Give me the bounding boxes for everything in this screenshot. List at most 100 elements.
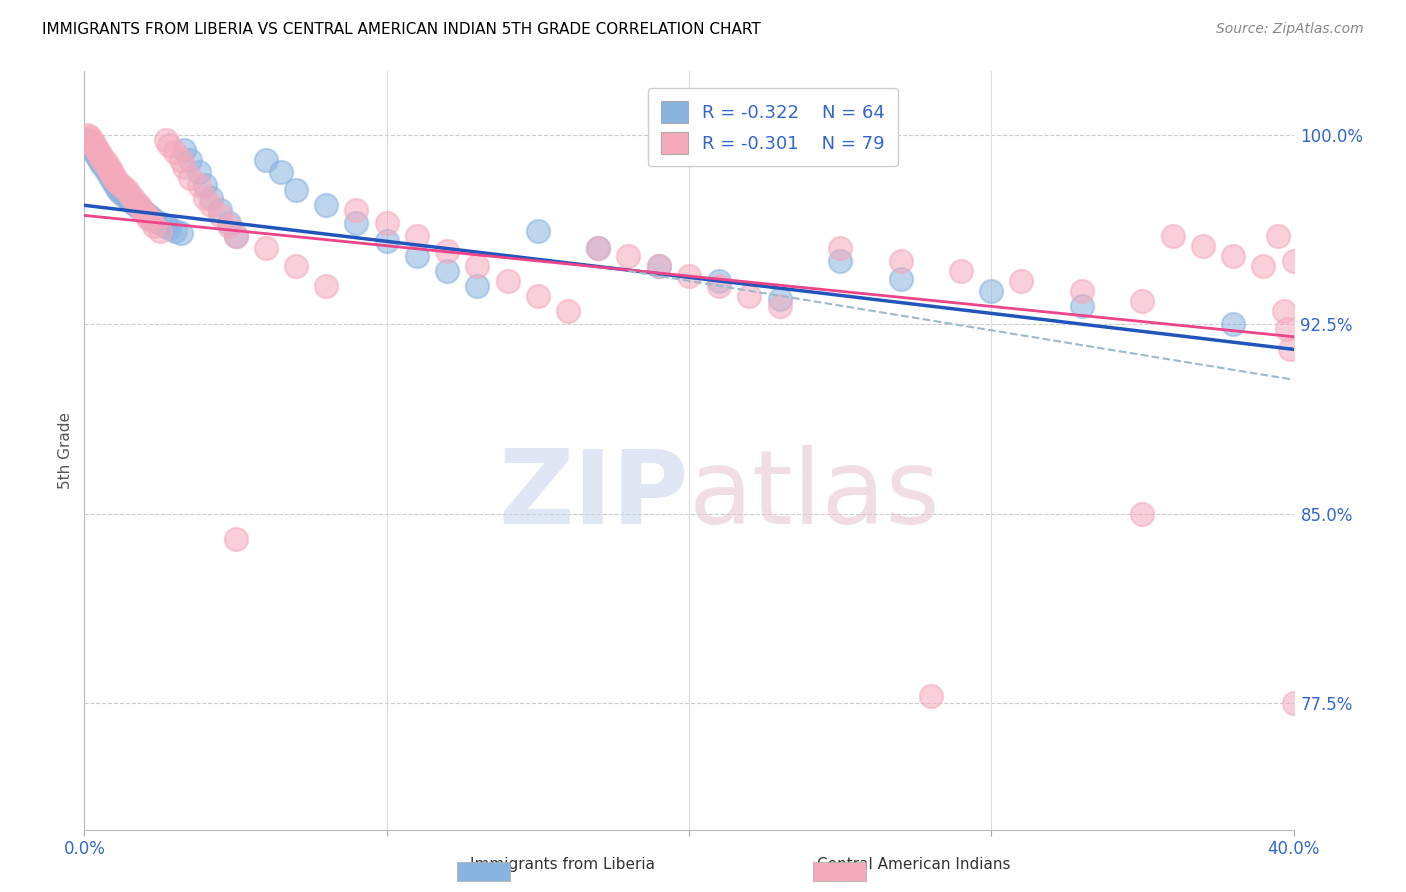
Point (209, 208, 232, 222)
Point (125, 195, 148, 210)
Point (107, 183, 129, 197)
Point (1130, 294, 1153, 309)
Point (270, 165, 292, 179)
Point (1071, 299, 1094, 313)
Point (100, 173, 122, 187)
Point (920, 689, 942, 703)
Point (648, 259, 671, 273)
Point (136, 211, 159, 225)
Point (107, 176, 129, 190)
Point (128, 201, 150, 215)
Point (738, 289, 761, 303)
Point (139, 213, 162, 227)
Point (830, 253, 852, 268)
Point (121, 191, 143, 205)
Point (527, 223, 550, 237)
Point (82, 143, 104, 157)
Point (346, 203, 368, 218)
Point (406, 228, 429, 243)
Point (97, 165, 120, 179)
Point (527, 289, 550, 303)
Point (254, 241, 277, 255)
Point (188, 165, 211, 179)
Point (678, 269, 700, 284)
Point (134, 206, 156, 220)
Point (950, 264, 973, 278)
Point (76, 128, 98, 142)
Point (1130, 507, 1153, 521)
Point (139, 211, 162, 225)
Point (121, 195, 143, 210)
Point (709, 274, 731, 288)
Point (225, 532, 247, 546)
Point (315, 279, 337, 293)
Point (436, 264, 458, 278)
Point (115, 191, 138, 205)
Point (1161, 228, 1184, 243)
Point (588, 241, 610, 255)
Point (86, 140, 108, 154)
Point (104, 178, 127, 192)
Point (94, 158, 117, 172)
Point (225, 228, 247, 243)
Point (254, 153, 277, 167)
Point (980, 284, 1002, 298)
Point (110, 178, 132, 192)
Point (496, 274, 519, 288)
Point (91, 158, 114, 172)
Point (94, 161, 117, 175)
Point (104, 176, 127, 190)
Point (82, 137, 104, 152)
Point (1222, 249, 1244, 263)
Point (1253, 259, 1275, 273)
Point (91, 155, 114, 169)
Point (157, 221, 180, 235)
Point (155, 132, 177, 146)
Point (94, 155, 117, 169)
Text: Immigrants from Liberia: Immigrants from Liberia (470, 857, 655, 872)
Point (79, 130, 101, 145)
Point (107, 180, 129, 194)
Point (1222, 317, 1244, 331)
Point (1374, 329, 1396, 343)
Point (179, 153, 201, 167)
Point (118, 188, 141, 202)
Point (188, 178, 211, 192)
Point (76, 132, 98, 146)
Point (89, 153, 111, 167)
Point (142, 213, 165, 227)
Point (1279, 343, 1302, 357)
Point (769, 292, 792, 306)
Point (406, 249, 429, 263)
Point (82, 137, 104, 152)
Point (104, 173, 127, 187)
Point (155, 219, 177, 233)
Point (100, 170, 122, 185)
Point (218, 216, 240, 230)
Point (467, 259, 489, 273)
Point (86, 143, 108, 157)
Point (97, 161, 120, 175)
Point (1071, 284, 1094, 298)
Point (218, 219, 240, 233)
Point (86, 147, 108, 161)
Point (149, 216, 172, 230)
Point (128, 198, 150, 212)
Point (110, 186, 132, 200)
Point (131, 203, 153, 218)
Point (375, 216, 398, 230)
Point (115, 183, 138, 197)
Point (1192, 238, 1215, 252)
Point (557, 304, 579, 318)
Point (149, 223, 172, 237)
Point (648, 259, 671, 273)
Point (112, 188, 135, 202)
Point (79, 132, 101, 146)
Point (170, 226, 193, 240)
Point (131, 203, 153, 218)
Point (1011, 274, 1033, 288)
Point (194, 191, 217, 205)
Point (375, 234, 398, 248)
Point (1282, 696, 1305, 710)
Point (157, 137, 180, 152)
